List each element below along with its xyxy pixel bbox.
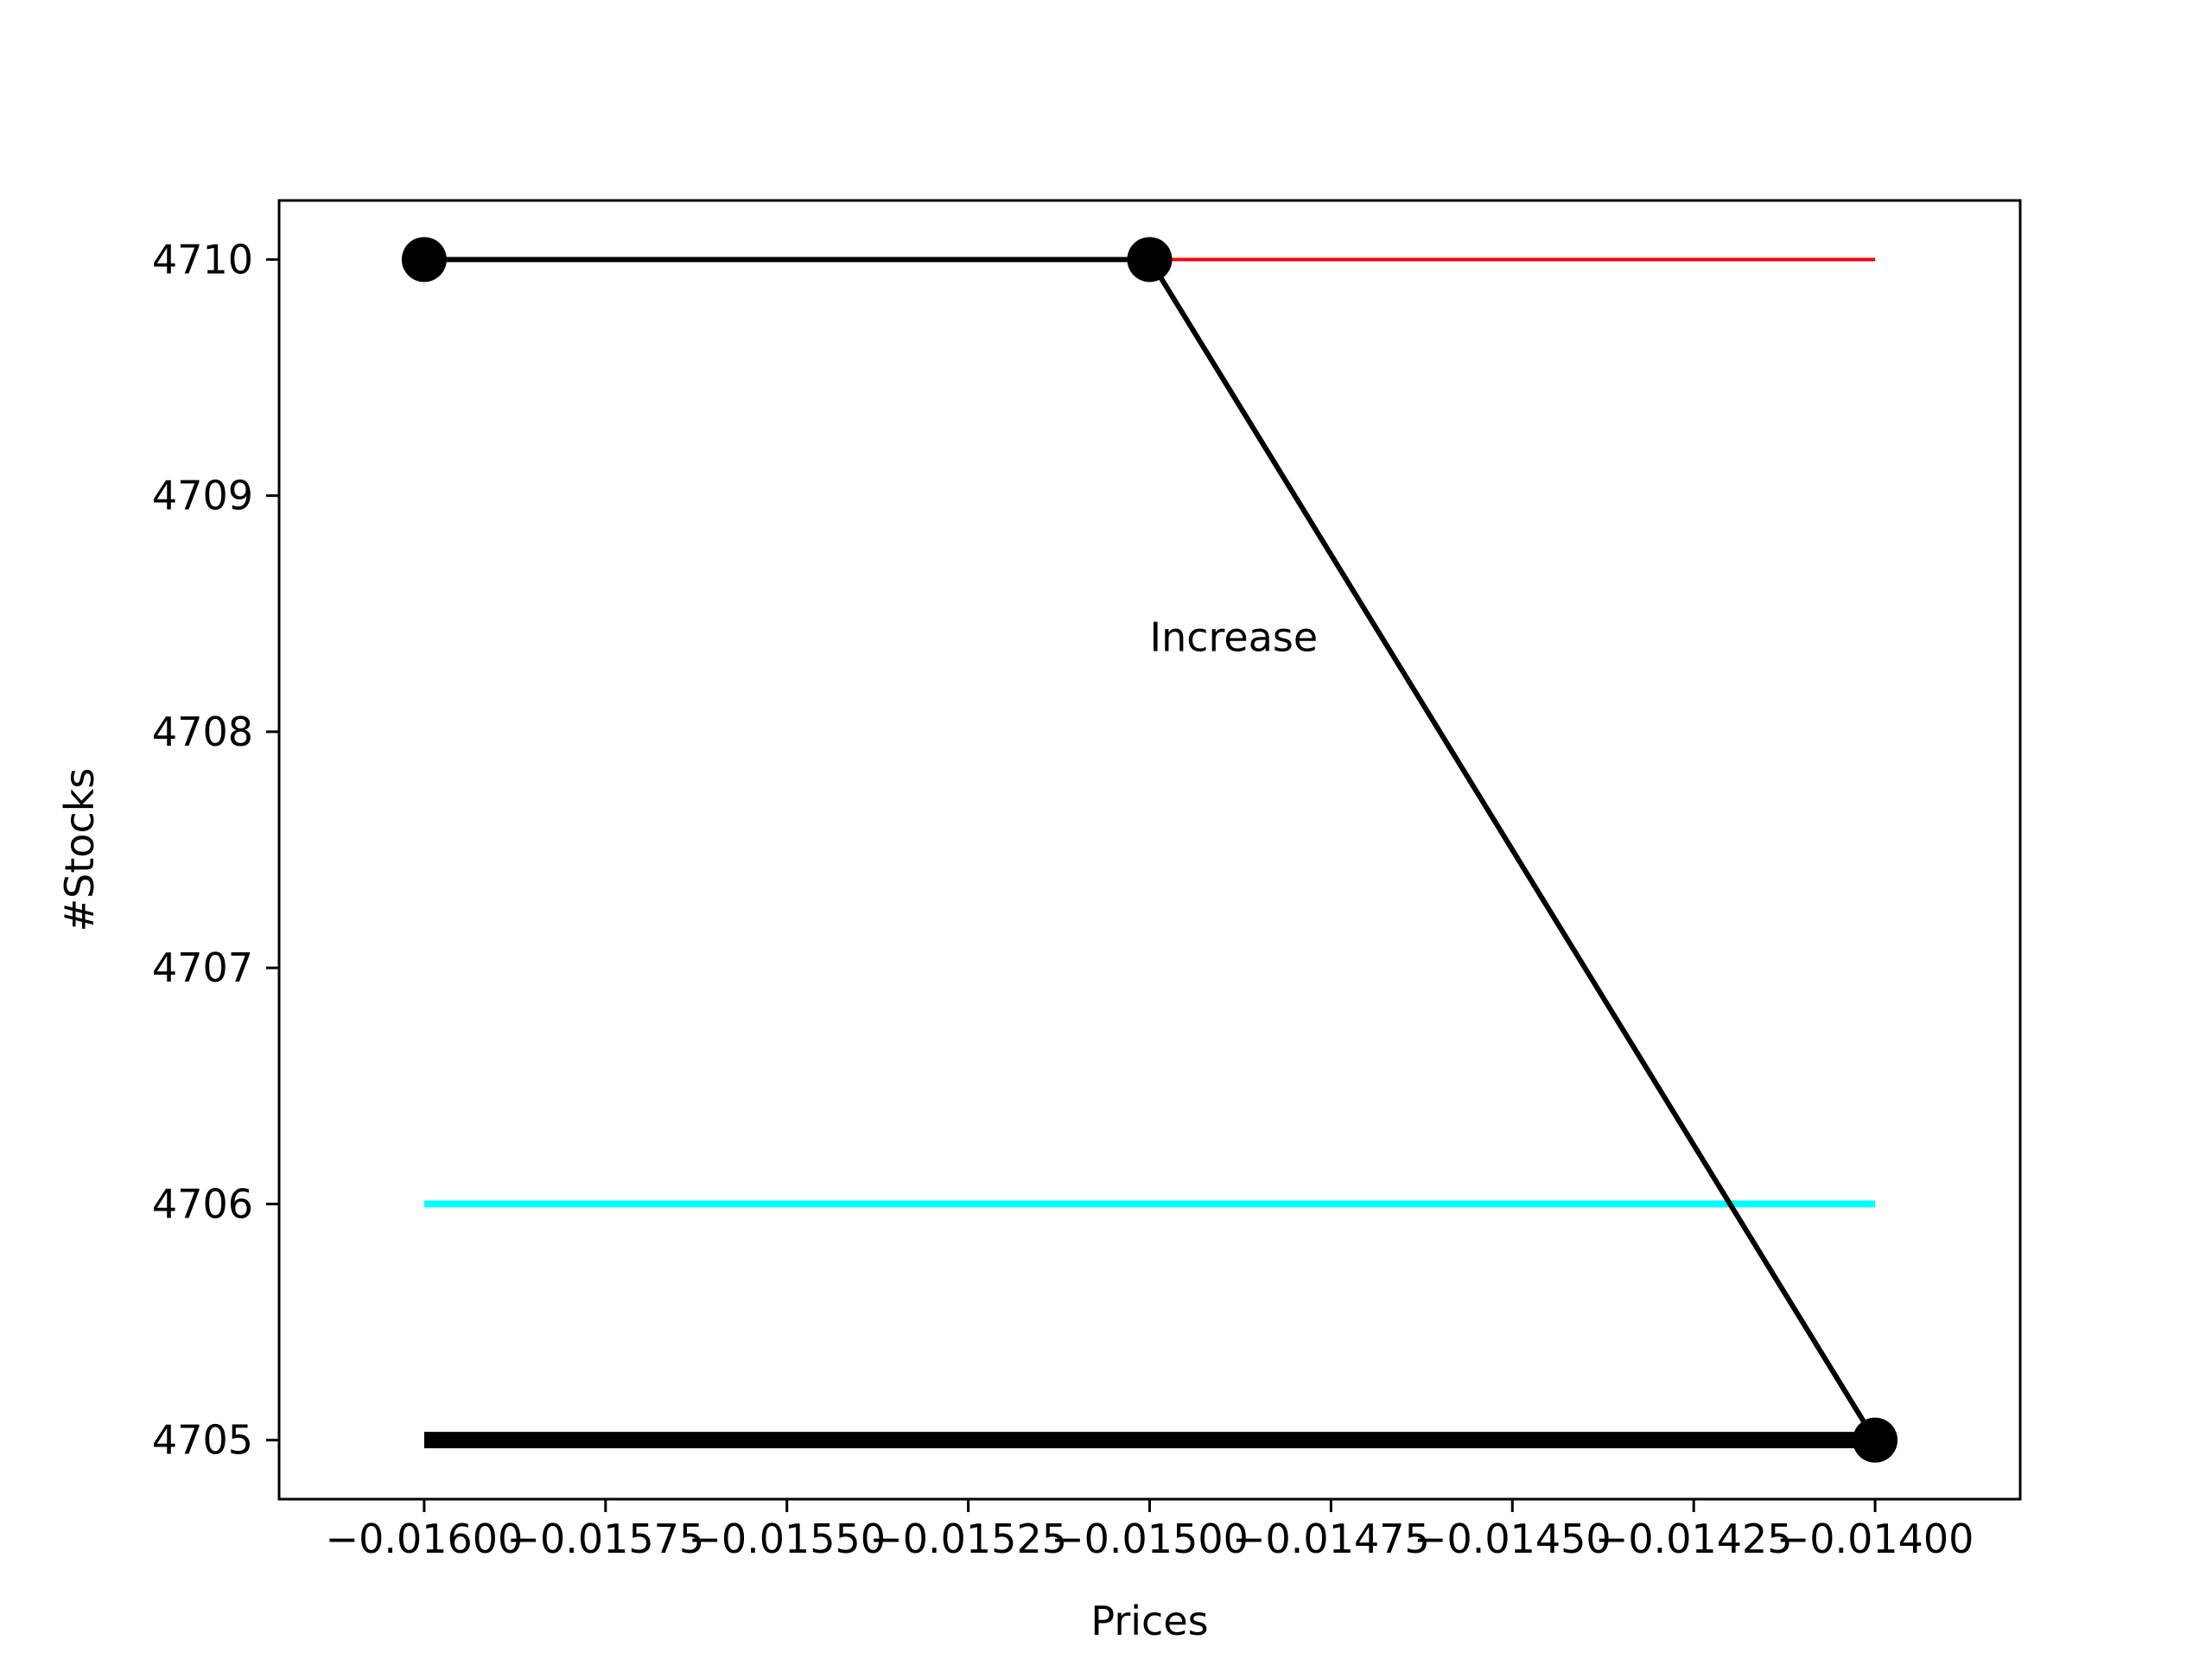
- x-tick-label: −0.01475: [1232, 1516, 1430, 1562]
- data-point-marker: [1853, 1417, 1898, 1463]
- y-axis-label: #Stocks: [56, 768, 103, 932]
- x-tick-label: −0.01450: [1414, 1516, 1611, 1562]
- y-tick-label: 4706: [152, 1180, 253, 1227]
- data-point-marker: [401, 237, 447, 283]
- y-tick-label: 4707: [152, 944, 253, 991]
- y-tick-label: 4705: [152, 1417, 253, 1464]
- y-tick-label: 4709: [152, 473, 253, 519]
- y-tick-label: 4710: [152, 236, 253, 283]
- x-axis-label: Prices: [1090, 1598, 1208, 1644]
- data-point-marker: [1127, 237, 1173, 283]
- x-tick-label: −0.01600: [326, 1516, 524, 1562]
- series-layer: [401, 237, 1898, 1463]
- annotation-layer: Increase: [1150, 614, 1319, 661]
- x-tick-label: −0.01525: [869, 1516, 1067, 1562]
- x-tick-label: −0.01500: [1051, 1516, 1249, 1562]
- y-tick-label: 4708: [152, 709, 253, 755]
- x-tick-label: −0.01400: [1777, 1516, 1974, 1562]
- annotation-text: Increase: [1150, 614, 1319, 661]
- x-axis: −0.01600−0.01575−0.01550−0.01525−0.01500…: [326, 1499, 1974, 1562]
- x-tick-label: −0.01425: [1595, 1516, 1793, 1562]
- y-axis: 4705 4706 4707 4708 4709 4710: [152, 236, 279, 1464]
- x-tick-label: −0.01575: [506, 1516, 704, 1562]
- x-tick-label: −0.01550: [688, 1516, 886, 1562]
